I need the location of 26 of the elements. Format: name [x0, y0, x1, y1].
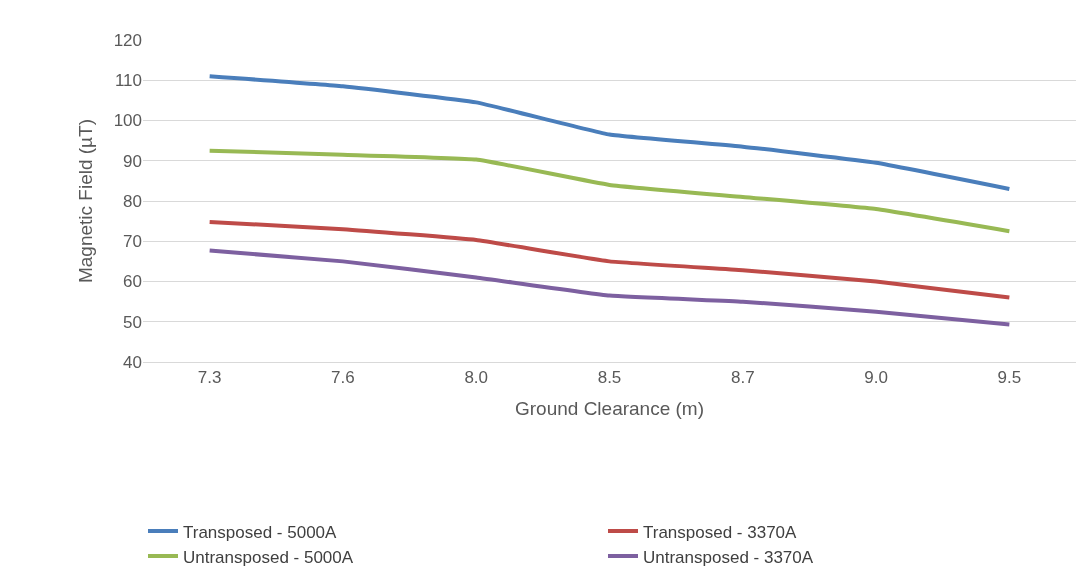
line-series [207, 219, 1012, 300]
y-tick-label: 50 [123, 312, 142, 332]
legend-label: Transposed - 5000A [183, 522, 338, 542]
x-tick-label: 8.0 [464, 368, 489, 388]
y-tick-label: 110 [114, 71, 142, 91]
line-series [207, 74, 1012, 191]
y-tick-label: 80 [123, 191, 142, 211]
legend-label: Untransposed - 5000A [183, 547, 354, 567]
x-tick-label: 8.7 [730, 368, 755, 388]
y-tick-label: 40 [123, 352, 142, 372]
y-tick-label: 100 [113, 111, 142, 131]
y-tick-label: 70 [123, 232, 142, 252]
line-series [207, 248, 1012, 327]
line-series [207, 148, 1012, 234]
x-tick-label: 7.6 [331, 368, 355, 388]
x-tick-label: 9.5 [997, 368, 1022, 388]
x-tick-label: 7.3 [197, 368, 222, 388]
y-tick-label: 120 [113, 30, 142, 50]
y-axis-title: Magnetic Field (µT) [75, 118, 97, 284]
y-tick-label: 60 [123, 272, 142, 292]
x-tick-label: 9.0 [864, 368, 888, 388]
y-tick-label: 90 [123, 151, 142, 171]
legend-label: Untransposed - 3370A [643, 547, 814, 567]
legend-label: Transposed - 3370A [643, 522, 798, 542]
x-axis-title: Ground Clearance (m) [514, 398, 705, 420]
x-tick-label: 8.5 [597, 368, 622, 388]
